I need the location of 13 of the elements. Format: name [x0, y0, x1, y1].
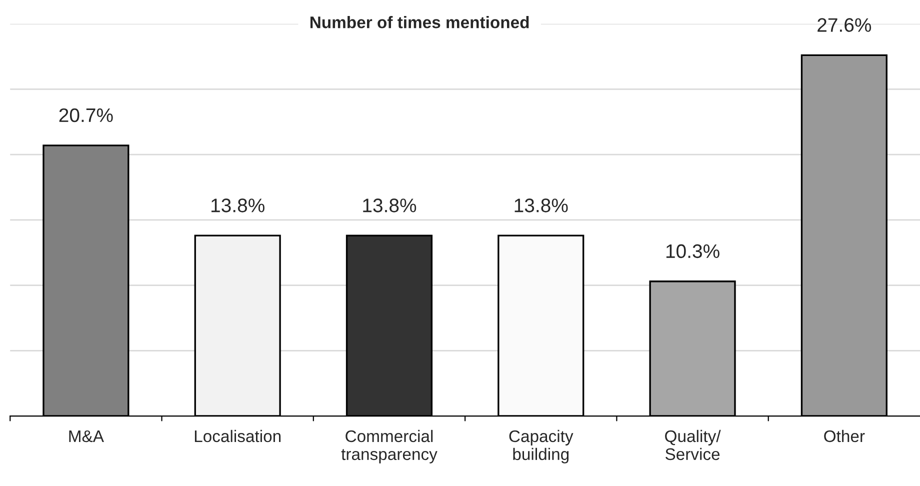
data-label: 13.8%: [212, 198, 264, 212]
data-label: 27.6%: [818, 18, 872, 32]
x-tick-label: Other: [824, 430, 865, 442]
x-tick-label: Capacity building: [509, 430, 574, 464]
x-tick-label: M&A: [69, 430, 104, 442]
x-tick-label: Quality/ Service: [665, 430, 721, 460]
data-label: 13.8%: [514, 198, 568, 212]
data-label: 20.7%: [59, 108, 113, 122]
chart-title: Number of times mentioned: [310, 16, 529, 28]
data-label: 13.8%: [363, 198, 416, 212]
data-label: 10.3%: [666, 244, 720, 258]
x-tick-label: Localisation: [194, 430, 281, 442]
x-tick-label: Commercial transparency: [341, 430, 438, 464]
